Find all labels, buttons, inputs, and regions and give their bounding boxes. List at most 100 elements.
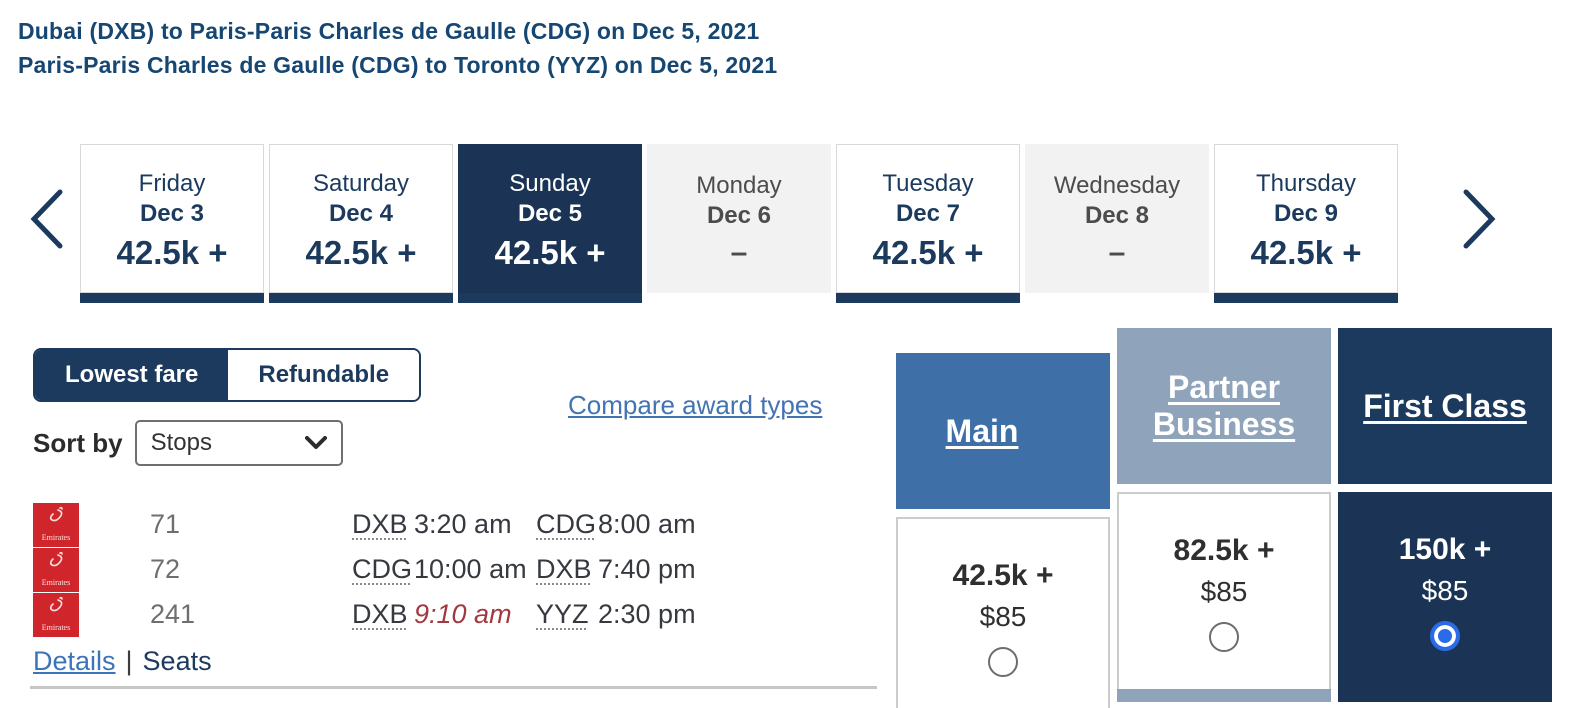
fare-column-first-class: First Class 150k + $85 (1338, 328, 1552, 702)
route-line-connection: Paris-Paris Charles de Gaulle (CDG) to T… (18, 52, 778, 78)
column-header-partner-business[interactable]: Partner Business (1117, 328, 1331, 484)
lowest-fare-toggle-button[interactable]: Lowest fare (35, 350, 229, 400)
link-separator: | (125, 646, 133, 676)
date-card-accent-bar (80, 293, 264, 303)
date-card-dec-7[interactable]: Tuesday Dec 7 42.5k + (836, 144, 1020, 303)
date-card-day: Wednesday (1053, 171, 1181, 199)
date-card-dec-8[interactable]: Wednesday Dec 8 – (1025, 144, 1209, 303)
flight-number: 71 (150, 509, 181, 539)
origin-airport-code[interactable]: DXB (352, 509, 408, 539)
date-card-day: Friday (138, 169, 206, 197)
emirates-logo: Emirates (33, 592, 79, 637)
svg-text:Emirates: Emirates (42, 533, 70, 542)
fare-radio-first-class-selected[interactable] (1430, 621, 1460, 651)
chevron-right-icon (1463, 189, 1496, 248)
segment-route: DXB 9:10 am YYZ 2:30 pm (352, 599, 708, 630)
svg-text:Emirates: Emirates (42, 623, 70, 632)
date-card-date: Dec 7 (895, 199, 961, 227)
date-card-dec-4[interactable]: Saturday Dec 4 42.5k + (269, 144, 453, 303)
fare-type-toggle: Lowest fare Refundable (33, 348, 422, 402)
flight-links-row: Details | Seats (33, 646, 889, 677)
chevron-down-icon (304, 436, 327, 449)
date-card-day: Tuesday (882, 169, 974, 197)
emirates-logo: Emirates (33, 547, 79, 592)
origin-airport-code[interactable]: DXB (352, 599, 408, 629)
date-card-accent-bar (458, 293, 642, 303)
results-controls-and-itinerary: Lowest fare Refundable Compare award typ… (0, 328, 889, 689)
flight-segment-row: Emirates 71 DXB 3:20 am CDG 8:00 am (33, 502, 889, 547)
date-card-day: Saturday (312, 169, 410, 197)
date-card-day: Thursday (1255, 169, 1357, 197)
date-card-fare: – (730, 235, 748, 269)
fare-miles: 42.5k + (952, 559, 1054, 592)
date-card-fare: 42.5k + (494, 233, 606, 271)
date-card-dec-5-selected[interactable]: Sunday Dec 5 42.5k + (458, 144, 642, 303)
date-card-list: Friday Dec 3 42.5k + Saturday Dec 4 42.5k + … (80, 144, 1398, 303)
prev-dates-button[interactable] (14, 144, 80, 293)
column-header-main[interactable]: Main (896, 353, 1110, 509)
date-card-date: Dec 6 (706, 201, 772, 229)
fare-radio-main[interactable] (988, 647, 1018, 677)
departure-time: 3:20 am (414, 509, 512, 539)
origin-airport-code[interactable]: CDG (352, 554, 412, 584)
fare-cell-main[interactable]: 42.5k + $85 (896, 517, 1110, 708)
fare-miles: 150k + (1398, 533, 1492, 566)
date-card-date: Dec 9 (1273, 199, 1339, 227)
destination-airport-code[interactable]: DXB (536, 554, 592, 584)
refundable-toggle-button[interactable]: Refundable (228, 350, 420, 400)
date-card-fare: – (1108, 235, 1126, 269)
next-dates-button[interactable] (1446, 144, 1512, 293)
column-header-label: Main (945, 412, 1019, 449)
column-header-first-class[interactable]: First Class (1338, 328, 1552, 484)
date-card-accent-bar (269, 293, 453, 303)
date-card-day: Monday (696, 171, 782, 199)
column-header-label: Partner Business (1152, 369, 1296, 442)
flight-segment-row: Emirates 72 CDG 10:00 am DXB 7:40 pm (33, 547, 889, 592)
fare-radio-partner-business[interactable] (1209, 622, 1239, 652)
fare-taxes: $85 (1421, 575, 1469, 606)
date-card-fare: 42.5k + (305, 233, 417, 271)
arrival-time: 2:30 pm (598, 599, 696, 629)
destination-airport-code[interactable]: YYZ (536, 599, 589, 629)
segment-route: CDG 10:00 am DXB 7:40 pm (352, 554, 708, 585)
segment-route: DXB 3:20 am CDG 8:00 am (352, 509, 708, 540)
chevron-left-icon (30, 189, 63, 248)
destination-airport-code[interactable]: CDG (536, 509, 596, 539)
date-card-fare: 42.5k + (1250, 233, 1362, 271)
sort-select[interactable]: Stops (134, 420, 343, 466)
sort-by-label: Sort by (33, 427, 123, 458)
fare-taxes: $85 (979, 601, 1027, 632)
flight-segment-row: Emirates 241 DXB 9:10 am YYZ 2:30 pm (33, 592, 889, 637)
date-card-date: Dec 4 (328, 199, 394, 227)
date-card-accent-bar (836, 293, 1020, 303)
sort-row: Sort by Stops (33, 420, 889, 466)
fare-column-partner-business: Partner Business 82.5k + $85 (1117, 328, 1331, 702)
fare-cell-first-class-selected[interactable]: 150k + $85 (1338, 492, 1552, 702)
date-card-date: Dec 8 (1084, 201, 1150, 229)
details-link[interactable]: Details (33, 646, 116, 676)
arrival-time: 8:00 am (598, 509, 696, 539)
date-carousel: Friday Dec 3 42.5k + Saturday Dec 4 42.5k + … (0, 144, 1594, 303)
compare-award-types-link[interactable]: Compare award types (568, 390, 823, 420)
date-card-day: Sunday (509, 169, 591, 197)
date-card-date: Dec 5 (517, 199, 583, 227)
route-line-outbound: Dubai (DXB) to Paris-Paris Charles de Ga… (18, 18, 760, 44)
svg-text:Emirates: Emirates (42, 578, 70, 587)
results-row: Lowest fare Refundable Compare award typ… (0, 328, 1594, 708)
itinerary-segments: Emirates 71 DXB 3:20 am CDG 8:00 am Emir… (33, 502, 889, 637)
fare-miles: 82.5k + (1173, 534, 1275, 567)
date-card-dec-3[interactable]: Friday Dec 3 42.5k + (80, 144, 264, 303)
sort-select-value: Stops (150, 429, 212, 456)
seats-link[interactable]: Seats (142, 646, 212, 676)
date-card-fare: 42.5k + (116, 233, 228, 271)
fare-cell-partner-business[interactable]: 82.5k + $85 (1117, 492, 1331, 702)
fare-cell-accent-bar (1117, 689, 1331, 702)
flight-number: 241 (150, 599, 196, 629)
row-divider (30, 686, 877, 689)
date-card-dec-9[interactable]: Thursday Dec 9 42.5k + (1214, 144, 1398, 303)
flight-number: 72 (150, 554, 181, 584)
fare-taxes: $85 (1200, 576, 1248, 607)
departure-time-alert: 9:10 am (414, 599, 512, 629)
date-card-dec-6[interactable]: Monday Dec 6 – (647, 144, 831, 303)
